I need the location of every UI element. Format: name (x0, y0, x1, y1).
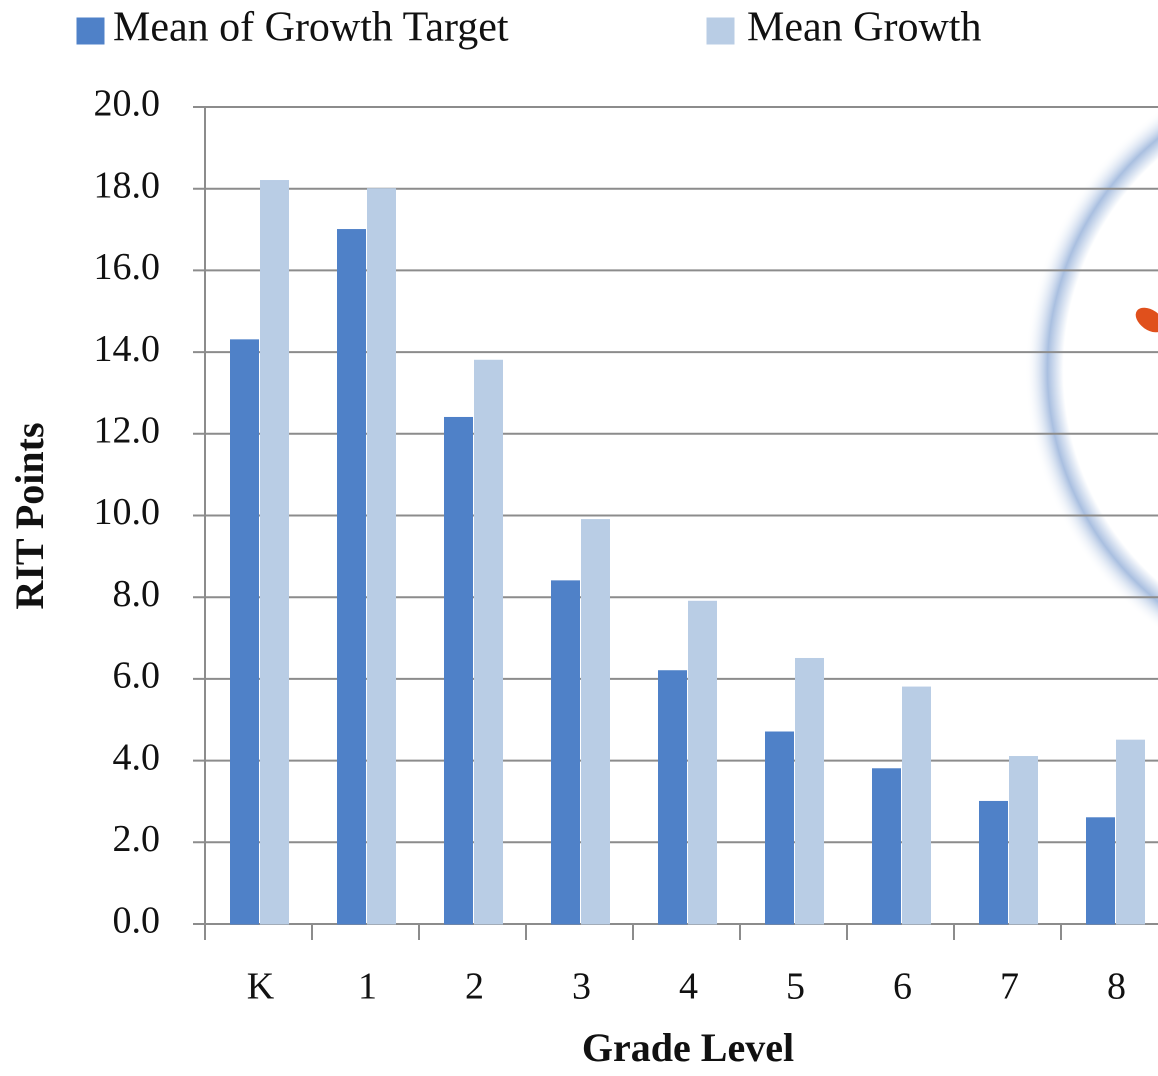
bar (367, 188, 396, 925)
y-tick-label: 2.0 (113, 818, 161, 860)
bar (902, 686, 931, 925)
glow-circle (1025, 110, 1158, 630)
bar (795, 657, 824, 925)
x-tick-label: K (247, 966, 275, 1008)
y-tick-label: 18.0 (94, 164, 161, 206)
x-tick-label: 7 (1000, 966, 1019, 1008)
bar (1116, 739, 1145, 925)
legend-label: Mean Growth (747, 5, 981, 51)
legend-label: Mean of Growth Target (113, 5, 509, 51)
legend-swatch (76, 17, 105, 45)
x-tick-label: 5 (786, 966, 805, 1008)
x-tick-label: 4 (679, 966, 698, 1008)
x-axis-title: Grade Level (582, 1025, 794, 1070)
y-tick-label: 0.0 (113, 900, 161, 942)
x-tick-label: 6 (893, 966, 912, 1008)
bar (444, 416, 473, 925)
y-tick-label: 8.0 (113, 573, 161, 615)
bar (337, 229, 366, 925)
bar (1086, 817, 1115, 925)
x-tick-label: 8 (1107, 966, 1126, 1008)
bar (688, 600, 717, 925)
y-tick-label: 14.0 (94, 328, 161, 370)
y-tick-label: 12.0 (94, 410, 161, 452)
x-tick-label: 3 (572, 966, 591, 1008)
x-tick-label: 2 (465, 966, 484, 1008)
legend-swatch (706, 17, 735, 45)
bar (1009, 756, 1038, 925)
bar (658, 670, 687, 925)
bar (581, 519, 610, 925)
bar (765, 731, 794, 925)
bar (474, 359, 503, 925)
y-tick-label: 16.0 (94, 246, 161, 288)
x-tick-label: 1 (358, 966, 377, 1008)
y-tick-label: 10.0 (94, 491, 161, 533)
red-blob (1135, 307, 1158, 333)
bar (979, 800, 1008, 925)
y-tick-label: 6.0 (113, 655, 161, 697)
bar (872, 768, 901, 925)
bar (230, 339, 259, 925)
y-tick-label: 20.0 (94, 83, 161, 125)
y-tick-label: 4.0 (113, 736, 161, 778)
bar (260, 180, 289, 925)
y-axis-title: RIT Points (7, 422, 52, 609)
bar (551, 580, 580, 925)
decoration (1025, 110, 1158, 630)
